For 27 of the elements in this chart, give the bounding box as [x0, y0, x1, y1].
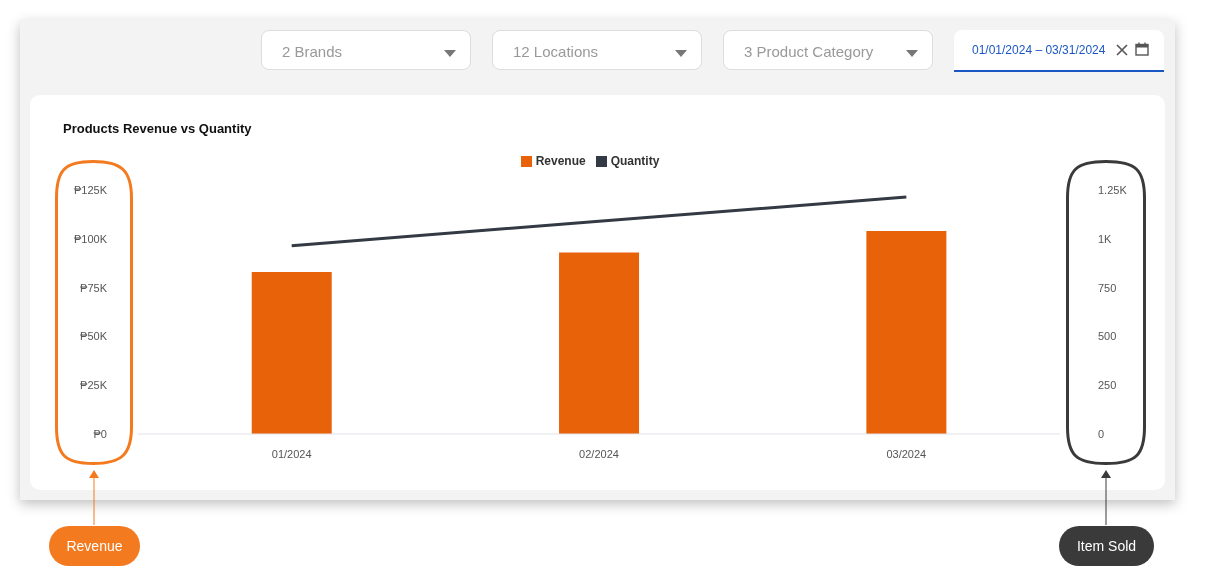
y2-tick-label: 1K	[1098, 232, 1113, 245]
bar	[251, 271, 332, 434]
legend-label: Revenue	[535, 154, 586, 168]
text: 01/01/2024 – 03/31/2024	[972, 43, 1106, 57]
text: Item Sold	[1059, 526, 1154, 566]
y2-tick-label: 0	[1098, 427, 1105, 440]
y2-tick-label: 500	[1098, 330, 1117, 343]
y-tick-label: ₱75K	[80, 281, 108, 294]
x-tick-label: 02/2024	[579, 447, 619, 460]
y-tick-label: ₱100K	[73, 232, 108, 245]
y-tick-label: ₱50K	[80, 330, 108, 343]
chart-title: Products Revenue vs Quantity	[63, 121, 252, 136]
x-tick-label: 03/2024	[886, 447, 927, 460]
y-tick-label: ₱0	[93, 427, 107, 440]
y2-tick-label: 250	[1098, 379, 1117, 392]
x-tick-label: 01/2024	[271, 447, 312, 460]
y-tick-label: ₱25K	[80, 379, 108, 392]
y2-tick-label: 1.25K	[1098, 183, 1128, 196]
text: 2 Brands	[282, 43, 343, 60]
text: 3 Product Category	[744, 43, 874, 60]
y2-tick-label: 750	[1098, 281, 1117, 294]
y-tick-label: ₱125K	[73, 183, 108, 196]
legend-label: Quantity	[610, 154, 660, 168]
bar	[559, 252, 640, 434]
text: 12 Locations	[513, 43, 599, 60]
bar	[866, 230, 947, 434]
text: Revenue	[49, 526, 140, 566]
